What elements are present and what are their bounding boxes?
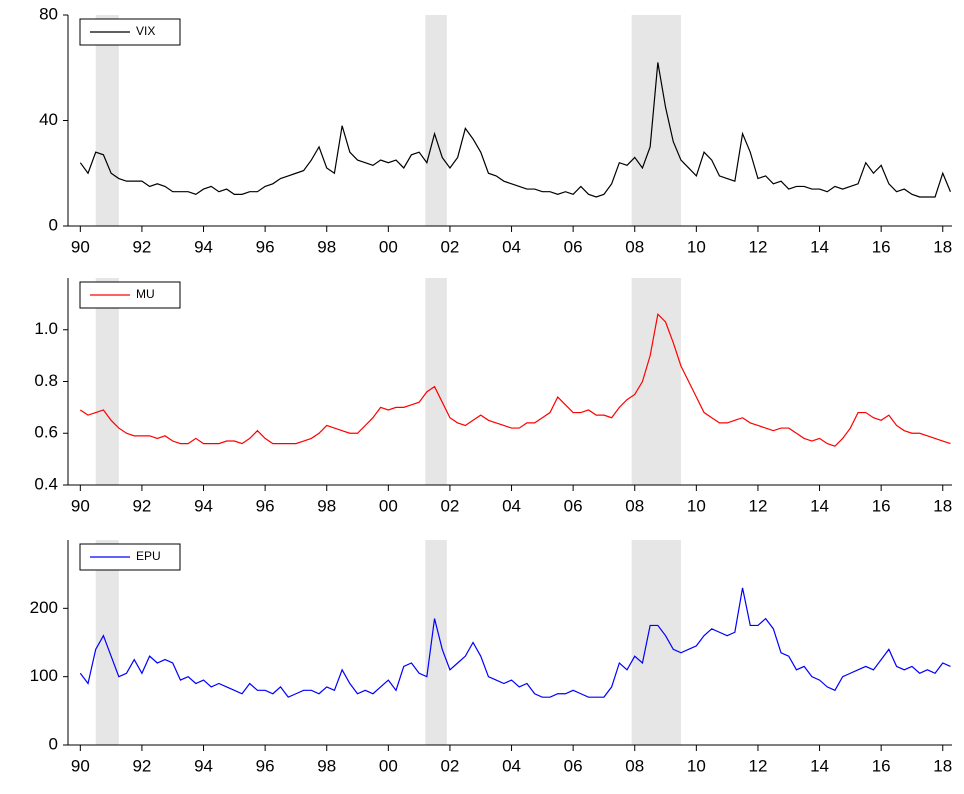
x-tick-label: 92	[132, 237, 151, 256]
x-tick-label: 04	[502, 237, 521, 256]
x-tick-label: 14	[810, 237, 829, 256]
x-tick-label: 02	[440, 756, 459, 775]
recession-shade	[631, 278, 681, 485]
x-tick-label: 00	[379, 756, 398, 775]
x-tick-label: 06	[564, 237, 583, 256]
x-tick-label: 14	[810, 496, 829, 515]
x-tick-label: 94	[194, 496, 213, 515]
recession-shade	[95, 278, 119, 485]
x-tick-label: 18	[933, 496, 952, 515]
series-line	[79, 312, 951, 447]
x-tick-label: 90	[71, 237, 90, 256]
x-tick-label: 16	[872, 237, 891, 256]
x-tick-label: 10	[687, 237, 706, 256]
x-tick-label: 06	[564, 756, 583, 775]
y-tick-label: 40	[39, 110, 58, 129]
x-tick-label: 96	[256, 237, 275, 256]
x-tick-label: 12	[748, 237, 767, 256]
x-tick-label: 98	[317, 756, 336, 775]
series-line	[79, 587, 951, 698]
x-tick-label: 92	[132, 756, 151, 775]
legend-label: EPU	[136, 549, 161, 563]
x-tick-label: 12	[748, 756, 767, 775]
y-tick-label: 0.4	[34, 474, 58, 493]
y-tick-label: 1.0	[34, 319, 58, 338]
recession-shade	[631, 540, 681, 745]
y-tick-label: 0.6	[34, 423, 58, 442]
x-tick-label: 10	[687, 756, 706, 775]
x-tick-label: 96	[256, 496, 275, 515]
x-tick-label: 90	[71, 496, 90, 515]
recession-shade	[631, 15, 681, 226]
recession-shade	[425, 278, 447, 485]
x-tick-label: 02	[440, 237, 459, 256]
recession-shade	[95, 540, 119, 745]
x-tick-label: 14	[810, 756, 829, 775]
x-tick-label: 92	[132, 496, 151, 515]
x-tick-label: 00	[379, 237, 398, 256]
x-tick-label: 16	[872, 756, 891, 775]
x-tick-label: 18	[933, 237, 952, 256]
x-tick-label: 90	[71, 756, 90, 775]
y-tick-label: 0	[49, 734, 58, 753]
x-tick-label: 08	[625, 756, 644, 775]
x-tick-label: 04	[502, 756, 521, 775]
x-tick-label: 18	[933, 756, 952, 775]
x-tick-label: 12	[748, 496, 767, 515]
y-tick-label: 0.8	[34, 371, 58, 390]
x-tick-label: 00	[379, 496, 398, 515]
recession-shade	[425, 540, 447, 745]
y-tick-label: 100	[30, 666, 58, 685]
x-tick-label: 98	[317, 237, 336, 256]
x-tick-label: 08	[625, 237, 644, 256]
series-line	[79, 62, 952, 198]
x-tick-label: 16	[872, 496, 891, 515]
legend-label: VIX	[136, 24, 155, 38]
x-tick-label: 06	[564, 496, 583, 515]
recession-shade	[425, 15, 447, 226]
x-tick-label: 98	[317, 496, 336, 515]
x-tick-label: 08	[625, 496, 644, 515]
recession-shade	[95, 15, 119, 226]
x-tick-label: 04	[502, 496, 521, 515]
legend-label: MU	[136, 287, 155, 301]
y-tick-label: 200	[30, 598, 58, 617]
x-tick-label: 94	[194, 756, 213, 775]
y-tick-label: 80	[39, 4, 58, 23]
x-tick-label: 02	[440, 496, 459, 515]
y-tick-label: 0	[49, 215, 58, 234]
x-tick-label: 10	[687, 496, 706, 515]
x-tick-label: 94	[194, 237, 213, 256]
x-tick-label: 96	[256, 756, 275, 775]
